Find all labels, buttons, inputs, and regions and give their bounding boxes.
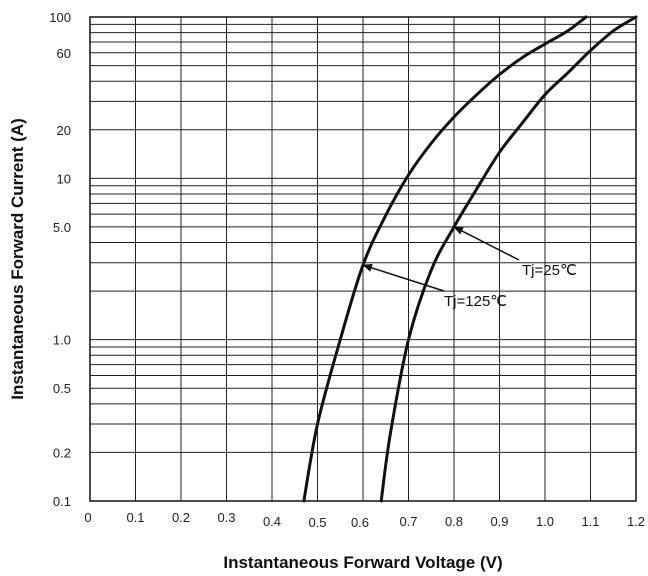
x-tick-label: 1.1 <box>581 514 599 529</box>
y-tick-label: 1.0 <box>53 333 71 348</box>
annotation-arrow <box>362 264 445 292</box>
plot-frame <box>89 16 637 502</box>
x-tick-label: 0.7 <box>399 514 417 529</box>
x-tick-labels: 0 0.1 0.2 0.3 0.4 0.5 0.6 0.7 0.8 0.9 1.0 1.1 1.2 <box>84 510 645 530</box>
x-tick-label: 1.2 <box>627 514 645 529</box>
x-tick-label: 0.1 <box>126 510 144 525</box>
grid <box>89 16 637 502</box>
y-tick-label: 5.0 <box>53 220 71 235</box>
series-line <box>379 15 638 503</box>
x-tick-label: 1.0 <box>536 514 554 529</box>
x-axis-label: Instantaneous Forward Voltage (V) <box>223 553 502 572</box>
x-tick-label: 0.9 <box>490 514 508 529</box>
y-tick-label: 60 <box>57 46 71 61</box>
x-tick-label: 0.8 <box>445 514 463 529</box>
x-tick-label: 0.3 <box>217 510 235 525</box>
y-axis-label: Instantaneous Forward Current (A) <box>8 118 27 399</box>
y-tick-label: 20 <box>57 123 71 138</box>
x-tick-label: 0.2 <box>172 510 190 525</box>
x-tick-label: 0.6 <box>351 515 369 530</box>
x-tick-label: 0.5 <box>308 515 326 530</box>
annotation-arrow <box>453 226 520 261</box>
y-tick-labels: 100 60 20 10 5.0 1.0 0.5 0.2 0.1 <box>49 10 71 509</box>
y-tick-label: 0.5 <box>53 381 71 396</box>
series-line <box>302 15 588 503</box>
x-tick-label: 0.4 <box>263 514 281 529</box>
y-tick-label: 10 <box>57 171 71 186</box>
y-tick-label: 0.2 <box>53 445 71 460</box>
plot-border <box>89 16 637 502</box>
annotations: Tj=25℃ Tj=125℃ <box>362 226 577 310</box>
y-tick-label: 0.1 <box>53 494 71 509</box>
annotation-label: Tj=125℃ <box>444 293 507 310</box>
annotation-label: Tj=25℃ <box>522 262 577 279</box>
x-tick-label: 0 <box>84 510 91 525</box>
curves <box>302 15 638 503</box>
y-tick-label: 100 <box>49 10 71 25</box>
